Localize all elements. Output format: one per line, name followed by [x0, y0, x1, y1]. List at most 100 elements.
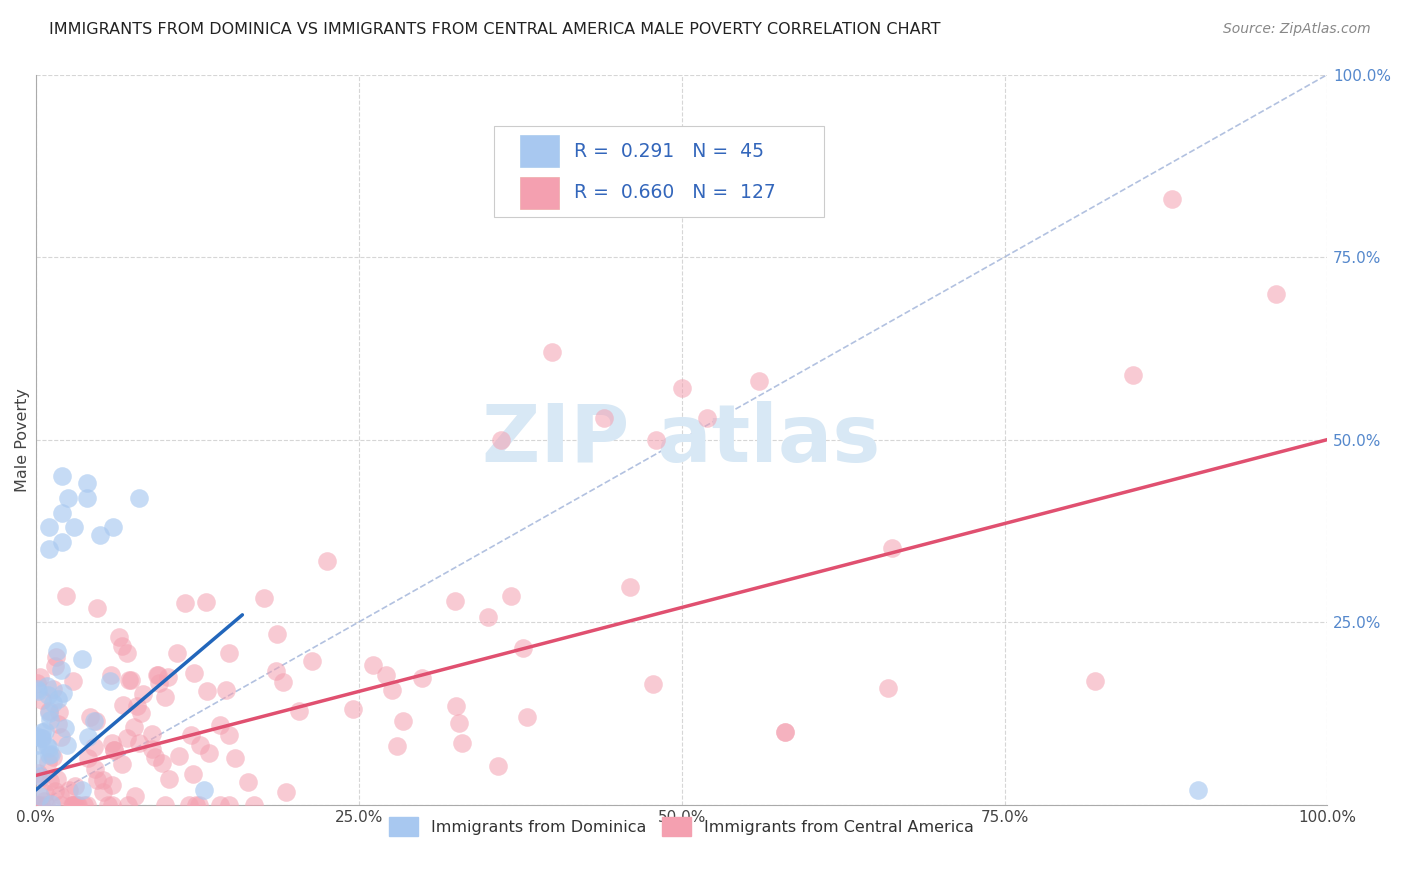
Point	[444, 594, 467, 608]
Point	[77, 750, 100, 764]
Point	[387, 739, 409, 754]
Point	[70, 782, 93, 797]
Point	[152, 756, 174, 771]
Point	[30, 789, 52, 804]
Point	[38, 542, 60, 557]
Point	[89, 527, 111, 541]
Point	[117, 797, 139, 812]
Point	[51, 469, 73, 483]
Point	[218, 646, 240, 660]
Point	[218, 727, 240, 741]
Point	[193, 783, 215, 797]
Point	[264, 664, 287, 678]
Point	[62, 673, 84, 688]
Point	[1187, 783, 1209, 797]
Point	[37, 679, 59, 693]
Point	[38, 741, 60, 756]
Point	[73, 797, 96, 812]
Point	[63, 520, 86, 534]
Point	[101, 797, 124, 812]
Point	[166, 646, 188, 660]
Point	[1084, 673, 1107, 688]
Point	[30, 731, 52, 745]
Point	[450, 736, 472, 750]
Point	[38, 773, 60, 788]
Point	[449, 715, 471, 730]
Point	[37, 755, 59, 769]
Point	[155, 797, 177, 812]
Point	[53, 721, 76, 735]
Point	[641, 677, 664, 691]
Point	[46, 692, 69, 706]
Point	[30, 769, 52, 783]
Point	[100, 778, 122, 792]
Point	[72, 652, 94, 666]
Point	[91, 785, 114, 799]
Point	[187, 797, 209, 812]
Point	[76, 730, 98, 744]
Point	[183, 665, 205, 680]
Point	[46, 772, 69, 786]
Point	[39, 714, 62, 728]
Point	[411, 671, 433, 685]
Point	[180, 728, 202, 742]
Point	[342, 702, 364, 716]
Point	[103, 743, 125, 757]
Point	[84, 762, 107, 776]
Point	[83, 714, 105, 728]
Point	[60, 797, 83, 812]
Point	[1122, 368, 1144, 382]
Point	[39, 797, 62, 812]
Point	[186, 797, 208, 812]
Point	[38, 747, 60, 762]
Point	[27, 683, 49, 698]
Point	[25, 729, 48, 743]
Point	[44, 659, 66, 673]
Legend: Immigrants from Dominica, Immigrants from Central America: Immigrants from Dominica, Immigrants fro…	[381, 809, 981, 844]
Point	[30, 797, 52, 812]
Point	[499, 590, 522, 604]
Point	[44, 784, 66, 798]
Point	[65, 797, 87, 812]
Text: R =  0.291   N =  45: R = 0.291 N = 45	[575, 142, 765, 161]
Point	[86, 714, 108, 728]
Point	[122, 720, 145, 734]
Point	[76, 797, 98, 812]
Point	[31, 692, 53, 706]
Point	[125, 699, 148, 714]
Point	[274, 785, 297, 799]
Point	[271, 674, 294, 689]
Point	[55, 589, 77, 603]
Point	[253, 591, 276, 605]
Point	[224, 751, 246, 765]
Point	[28, 670, 51, 684]
Point	[51, 731, 73, 745]
Point	[100, 667, 122, 681]
Point	[103, 743, 125, 757]
Point	[696, 410, 718, 425]
Point	[118, 673, 141, 687]
Point	[115, 647, 138, 661]
Point	[56, 738, 79, 752]
Point	[49, 663, 72, 677]
Point	[141, 742, 163, 756]
Point	[39, 747, 62, 762]
Point	[34, 723, 56, 738]
Point	[236, 775, 259, 789]
Point	[174, 596, 197, 610]
FancyBboxPatch shape	[495, 126, 824, 217]
Point	[101, 736, 124, 750]
Y-axis label: Male Poverty: Male Poverty	[15, 388, 30, 491]
FancyBboxPatch shape	[520, 135, 558, 167]
Point	[51, 506, 73, 520]
Point	[32, 794, 55, 808]
Point	[215, 683, 238, 698]
Point	[145, 749, 167, 764]
Text: ZIP atlas: ZIP atlas	[482, 401, 880, 479]
Point	[181, 767, 204, 781]
Point	[593, 410, 616, 425]
Point	[882, 541, 904, 556]
Point	[25, 797, 48, 812]
Point	[34, 797, 56, 812]
Point	[477, 610, 499, 624]
